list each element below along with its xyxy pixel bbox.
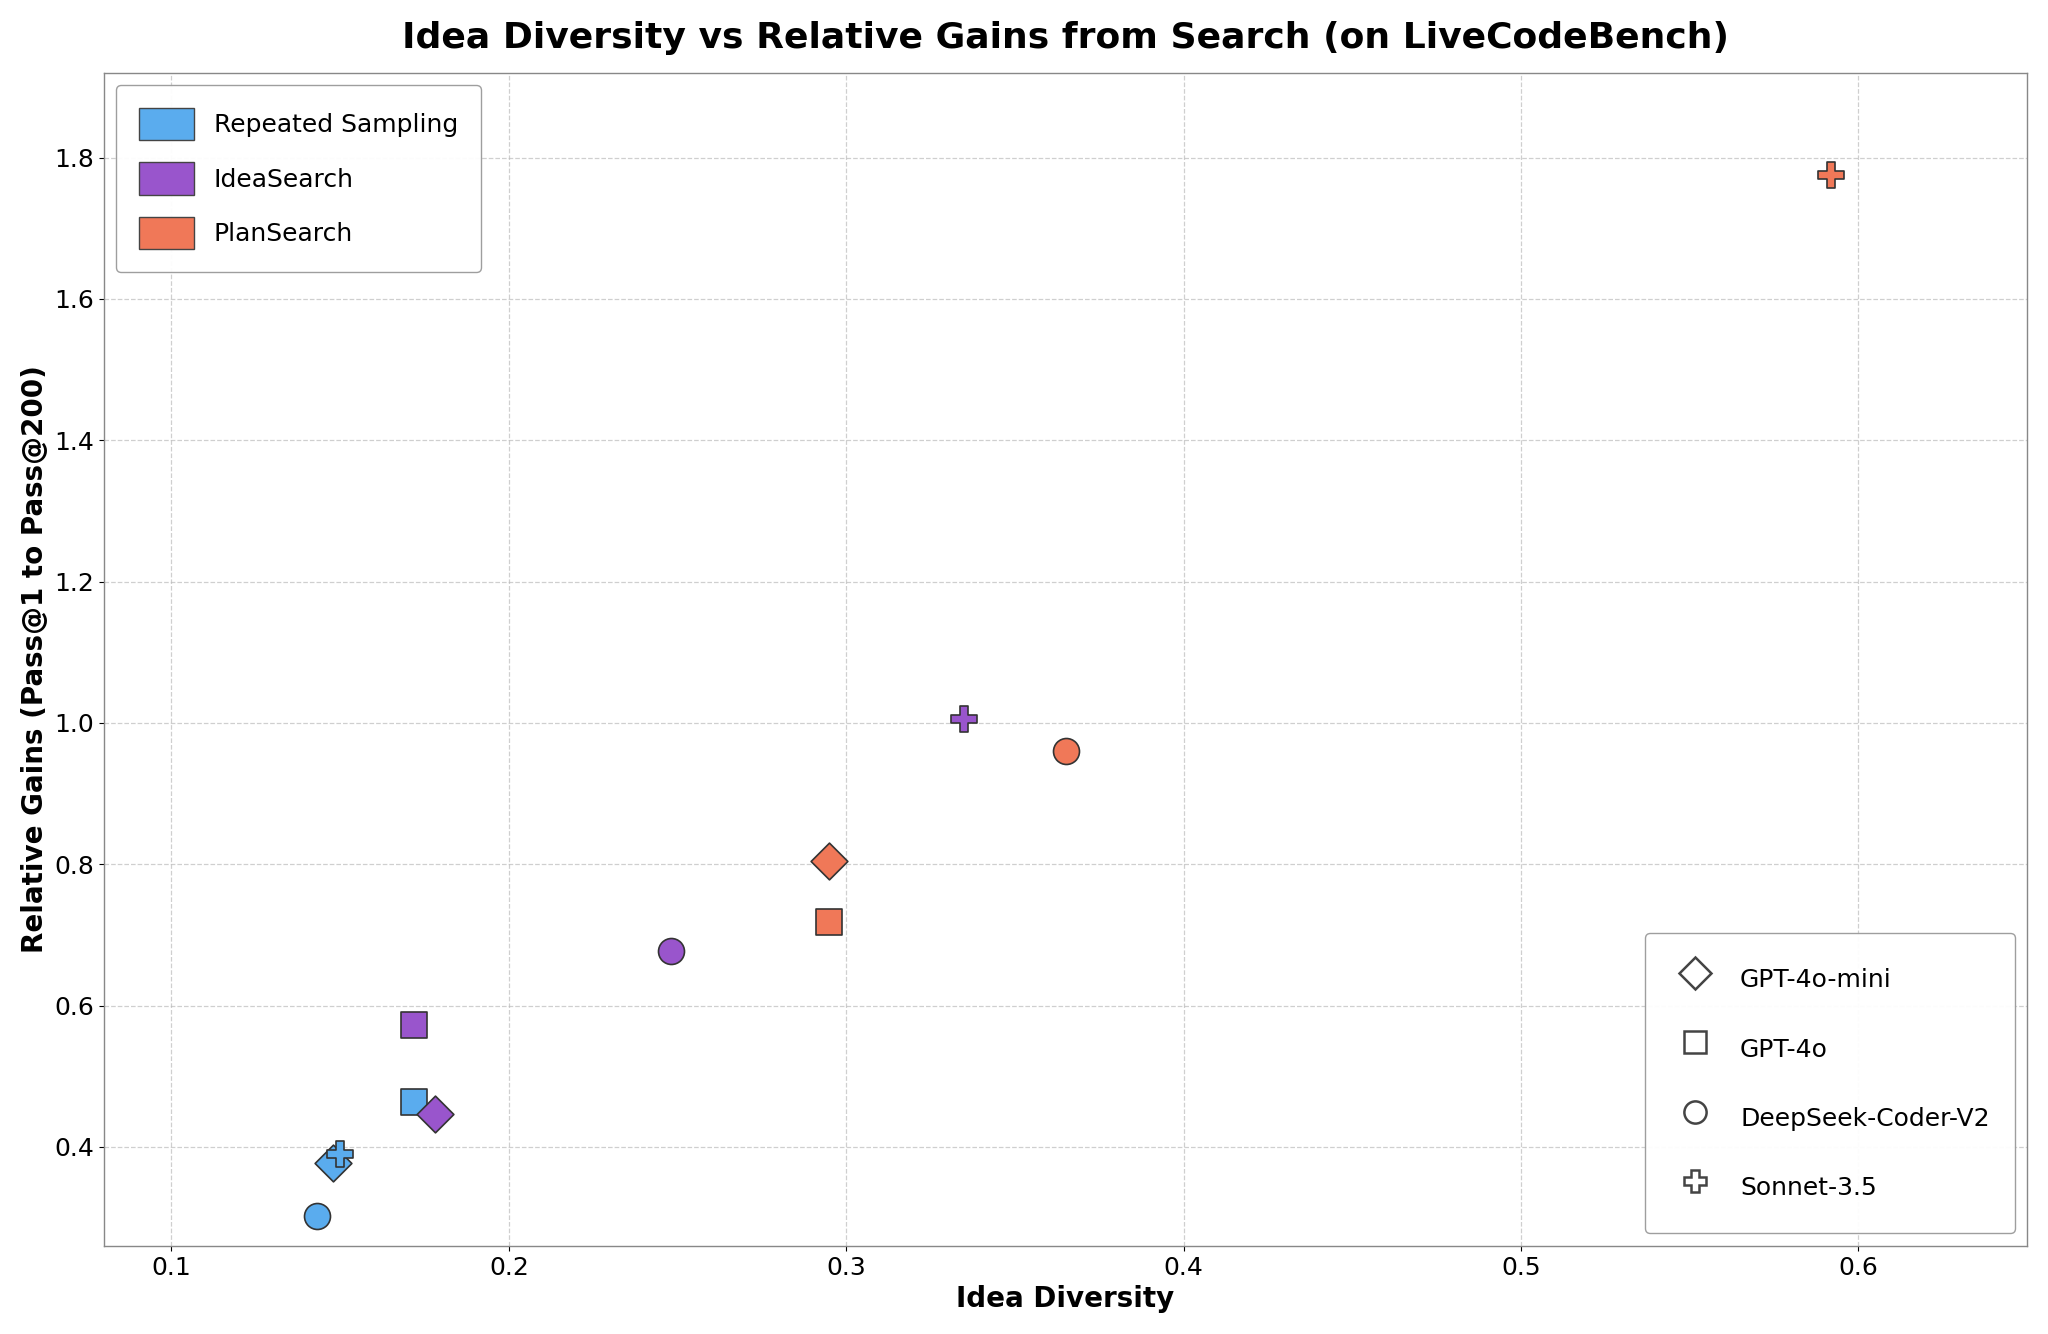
Point [948, 708, 981, 730]
Point [301, 1205, 334, 1226]
Point [655, 940, 688, 962]
Y-axis label: Relative Gains (Pass@1 to Pass@200): Relative Gains (Pass@1 to Pass@200) [20, 366, 49, 954]
Point [1049, 740, 1081, 762]
Point [418, 1103, 451, 1125]
Title: Idea Diversity vs Relative Gains from Search (on LiveCodeBench): Idea Diversity vs Relative Gains from Se… [401, 21, 1729, 55]
Point [324, 1143, 356, 1165]
Point [317, 1151, 350, 1173]
Legend: GPT-4o-mini, GPT-4o, DeepSeek-Coder-V2, Sonnet-3.5: GPT-4o-mini, GPT-4o, DeepSeek-Coder-V2, … [1645, 934, 2015, 1234]
Point [813, 911, 846, 932]
Point [813, 850, 846, 871]
X-axis label: Idea Diversity: Idea Diversity [956, 1285, 1176, 1313]
Point [397, 1015, 430, 1037]
Point [397, 1091, 430, 1113]
Point [1815, 164, 1847, 185]
